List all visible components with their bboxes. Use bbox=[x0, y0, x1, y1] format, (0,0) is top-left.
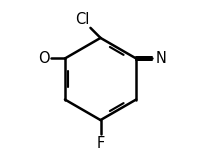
Text: N: N bbox=[156, 51, 167, 66]
Text: Cl: Cl bbox=[75, 12, 90, 27]
Text: O: O bbox=[38, 51, 50, 66]
Text: F: F bbox=[96, 136, 105, 151]
